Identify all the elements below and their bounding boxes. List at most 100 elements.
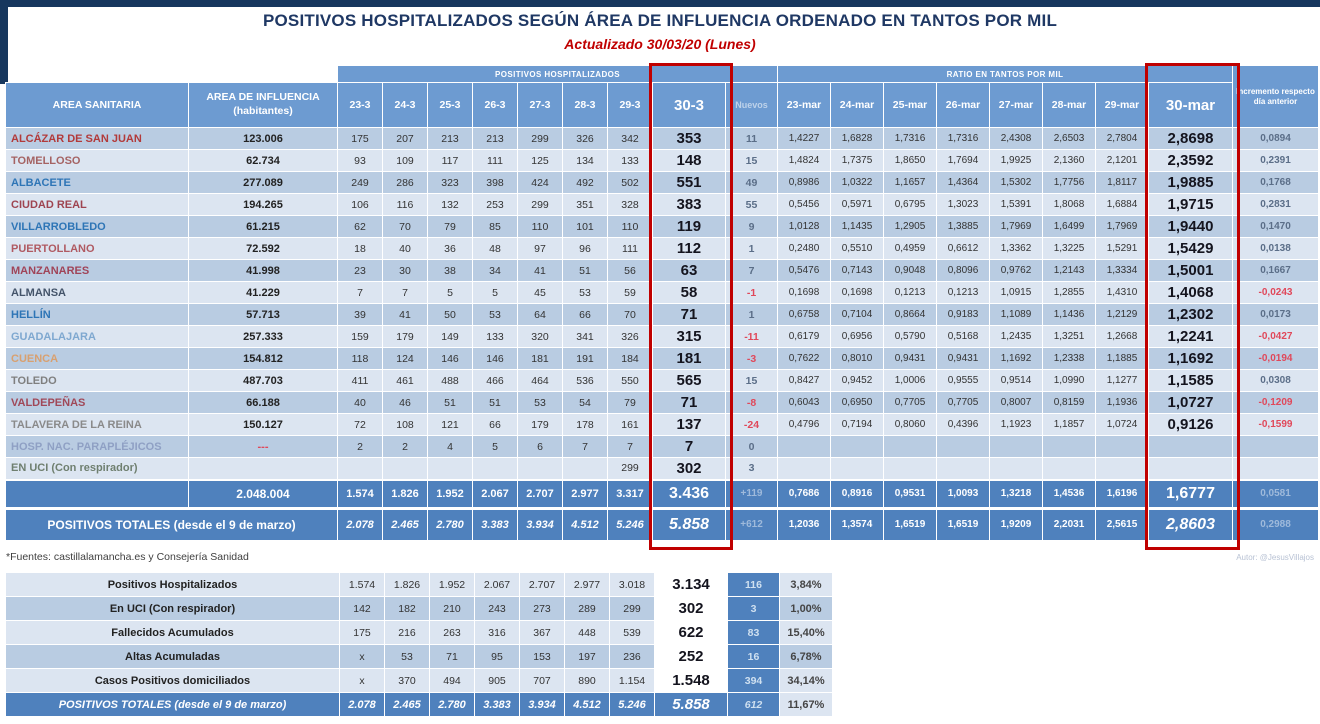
ratio-day-cell: 1,2905 bbox=[883, 215, 937, 238]
ratio-day-cell: 0,5790 bbox=[883, 325, 937, 348]
ratio-day-cell: 0,7104 bbox=[830, 303, 884, 326]
positivos-totales-ratio-cell: 2,5615 bbox=[1095, 506, 1149, 541]
summary-day-cell: 3.383 bbox=[474, 692, 520, 717]
hospitalized-day-cell: 72 bbox=[337, 413, 383, 436]
ratio-day-cell: 0,5971 bbox=[830, 193, 884, 216]
ratio-day-cell: 1,2435 bbox=[989, 325, 1043, 348]
column-header-ratio-26-mar: 26-mar bbox=[936, 82, 990, 128]
ratio-day-cell: 0,4396 bbox=[936, 413, 990, 436]
population-cell: 41.229 bbox=[188, 281, 338, 304]
total-ratio-30-mar-cell: 1,6777 bbox=[1148, 478, 1233, 509]
hospitalized-day-cell: 326 bbox=[562, 127, 608, 150]
hospitalized-day-cell: 161 bbox=[607, 413, 653, 436]
summary-total-cell: 622 bbox=[654, 620, 728, 645]
hospitalized-30-3-cell: 71 bbox=[652, 391, 726, 414]
area-name-cell: TOMELLOSO bbox=[5, 149, 189, 172]
column-header-ratio-24-mar: 24-mar bbox=[830, 82, 884, 128]
hospitalized-day-cell: 110 bbox=[607, 215, 653, 238]
summary-label-cell: Casos Positivos domiciliados bbox=[5, 668, 340, 693]
hospitalized-day-cell: 134 bbox=[562, 149, 608, 172]
total-ratio-cell: 0,9531 bbox=[883, 478, 937, 509]
ratio-day-cell bbox=[989, 457, 1043, 480]
hospitalized-day-cell: 110 bbox=[517, 215, 563, 238]
total-day-cell: 1.952 bbox=[427, 478, 473, 509]
hospitalized-day-cell: 70 bbox=[607, 303, 653, 326]
ratio-day-cell: 1,8117 bbox=[1095, 171, 1149, 194]
hospitalized-day-cell: 5 bbox=[427, 281, 473, 304]
author-credit: Autor: @JesusVillajos bbox=[1236, 553, 1314, 562]
hospitalized-day-cell: 109 bbox=[382, 149, 428, 172]
nuevos-cell: 0 bbox=[725, 435, 778, 458]
total-ratio-cell: 1,6196 bbox=[1095, 478, 1149, 509]
area-row: PUERTOLLANO 72.592 18 40 36 48 97 96 111 112 1 0,24… bbox=[5, 237, 1319, 260]
hospitalized-day-cell: 299 bbox=[517, 127, 563, 150]
summary-day-cell: 2.977 bbox=[564, 572, 610, 597]
ratio-day-cell bbox=[936, 457, 990, 480]
ratio-day-cell: 0,6043 bbox=[777, 391, 831, 414]
hospitalized-30-3-cell: 148 bbox=[652, 149, 726, 172]
ratio-30-mar-cell: 1,5001 bbox=[1148, 259, 1233, 282]
ratio-day-cell: 0,9431 bbox=[936, 347, 990, 370]
nuevos-cell: 1 bbox=[725, 237, 778, 260]
hospitalized-day-cell bbox=[337, 457, 383, 480]
ratio-30-mar-cell: 1,9440 bbox=[1148, 215, 1233, 238]
hospitalized-day-cell: 79 bbox=[607, 391, 653, 414]
ratio-day-cell: 1,1657 bbox=[883, 171, 937, 194]
summary-day-cell: 210 bbox=[429, 596, 475, 621]
ratio-day-cell: 1,2855 bbox=[1042, 281, 1096, 304]
ratio-day-cell: 1,6828 bbox=[830, 127, 884, 150]
ratio-day-cell: 0,7705 bbox=[883, 391, 937, 414]
summary-day-cell: 494 bbox=[429, 668, 475, 693]
hospitalized-day-cell: 286 bbox=[382, 171, 428, 194]
hospitalized-day-cell bbox=[562, 457, 608, 480]
summary-day-cell: 216 bbox=[384, 620, 430, 645]
hospitalized-day-cell: 59 bbox=[607, 281, 653, 304]
hospitalized-day-cell: 45 bbox=[517, 281, 563, 304]
area-name-cell: ALBACETE bbox=[5, 171, 189, 194]
ratio-day-cell: 1,1923 bbox=[989, 413, 1043, 436]
ratio-day-cell: 0,1698 bbox=[830, 281, 884, 304]
population-cell: 62.734 bbox=[188, 149, 338, 172]
hospitalized-day-cell: 323 bbox=[427, 171, 473, 194]
hospitalized-30-3-cell: 71 bbox=[652, 303, 726, 326]
hospitalized-day-cell: 341 bbox=[562, 325, 608, 348]
ratio-day-cell: 0,6956 bbox=[830, 325, 884, 348]
hospitalized-day-cell: 39 bbox=[337, 303, 383, 326]
column-header-day-28-3: 28-3 bbox=[562, 82, 608, 128]
area-row: MANZANARES 41.998 23 30 38 34 41 51 56 63 7 0,5476 0… bbox=[5, 259, 1319, 282]
summary-day-cell: 2.465 bbox=[384, 692, 430, 717]
ratio-day-cell bbox=[777, 457, 831, 480]
hospitalized-day-cell: 466 bbox=[472, 369, 518, 392]
ratio-day-cell: 0,6950 bbox=[830, 391, 884, 414]
summary-day-cell: 1.574 bbox=[339, 572, 385, 597]
summary-delta-badge-cell: 3 bbox=[727, 596, 780, 621]
positivos-totales-day-cell: 5.246 bbox=[607, 506, 653, 541]
ratio-day-cell bbox=[830, 457, 884, 480]
positivos-totales-label-cell: POSITIVOS TOTALES (desde el 9 de marzo) bbox=[5, 506, 338, 541]
summary-percent-cell: 6,78% bbox=[779, 644, 833, 669]
hospitalized-day-cell: 50 bbox=[427, 303, 473, 326]
ratio-day-cell: 1,9925 bbox=[989, 149, 1043, 172]
incremento-cell: 0,2391 bbox=[1232, 149, 1319, 172]
column-header-ratio-23-mar: 23-mar bbox=[777, 82, 831, 128]
summary-day-cell: x bbox=[339, 668, 385, 693]
ratio-30-mar-cell: 1,2302 bbox=[1148, 303, 1233, 326]
hospitalized-day-cell: 41 bbox=[382, 303, 428, 326]
hospitalized-30-3-cell: 302 bbox=[652, 457, 726, 480]
hospitalized-day-cell: 2 bbox=[382, 435, 428, 458]
area-row: HOSP. NAC. PARAPLÉJICOS --- 2 2 4 5 6 7 7 7 0 bbox=[5, 435, 1319, 458]
summary-row: POSITIVOS TOTALES (desde el 9 de marzo) 2… bbox=[5, 692, 833, 717]
column-header-day-24-3: 24-3 bbox=[382, 82, 428, 128]
hospitalized-day-cell: 46 bbox=[382, 391, 428, 414]
summary-day-cell: 367 bbox=[519, 620, 565, 645]
summary-day-cell: 890 bbox=[564, 668, 610, 693]
hospitalized-day-cell: 536 bbox=[562, 369, 608, 392]
hospitalized-day-cell: 116 bbox=[382, 193, 428, 216]
nuevos-cell: 11 bbox=[725, 127, 778, 150]
hospitalized-day-cell: 249 bbox=[337, 171, 383, 194]
ratio-day-cell: 0,1213 bbox=[883, 281, 937, 304]
summary-day-cell: x bbox=[339, 644, 385, 669]
ratio-day-cell: 0,8007 bbox=[989, 391, 1043, 414]
hospitalized-day-cell bbox=[517, 457, 563, 480]
hospitalized-by-area-table: POSITIVOS HOSPITALIZADOS RATIO EN TANTOS … bbox=[5, 65, 1319, 541]
